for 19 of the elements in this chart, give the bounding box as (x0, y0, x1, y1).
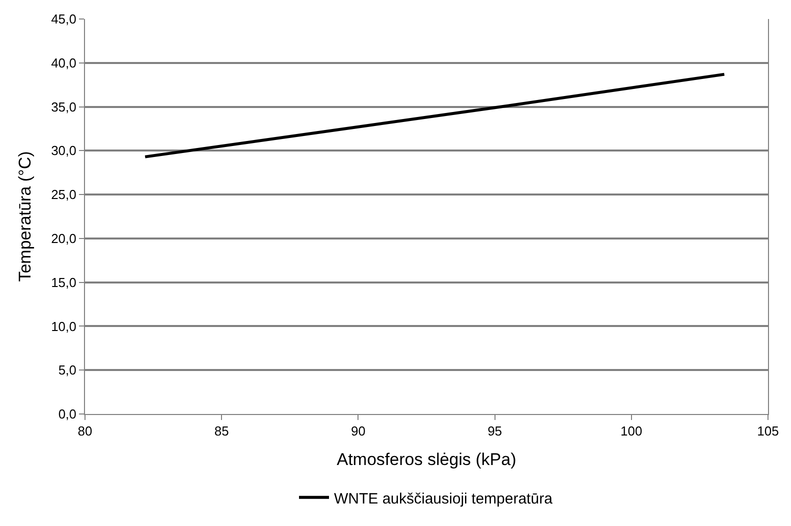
y-tick-label: 30,0 (51, 143, 76, 158)
x-axis-title: Atmosferos slėgis (kPa) (336, 450, 516, 469)
x-tick-label: 85 (214, 424, 229, 439)
legend-label: WNTE aukščiausioji temperatūra (334, 490, 554, 508)
y-axis-title: Temperatūra (°C) (16, 151, 35, 282)
y-tick-label: 0,0 (58, 406, 76, 422)
y-tick-label: 25,0 (51, 187, 76, 202)
y-tick-label: 10,0 (51, 318, 76, 334)
x-tick-label: 80 (78, 424, 92, 439)
y-tick-label: 45,0 (51, 12, 76, 27)
y-tick-label: 15,0 (51, 274, 76, 290)
y-tick-label: 35,0 (51, 99, 76, 114)
x-tick-label: 100 (620, 424, 642, 439)
y-tick-label: 40,0 (51, 55, 76, 70)
y-tick-label: 5,0 (58, 362, 76, 378)
x-tick-label: 95 (488, 424, 502, 439)
x-tick-label: 105 (757, 424, 779, 439)
y-tick-label: 20,0 (51, 230, 76, 246)
x-tick-label: 90 (350, 424, 366, 439)
